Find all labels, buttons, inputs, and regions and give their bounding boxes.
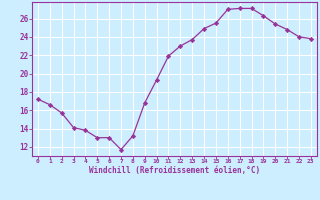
X-axis label: Windchill (Refroidissement éolien,°C): Windchill (Refroidissement éolien,°C) — [89, 166, 260, 175]
